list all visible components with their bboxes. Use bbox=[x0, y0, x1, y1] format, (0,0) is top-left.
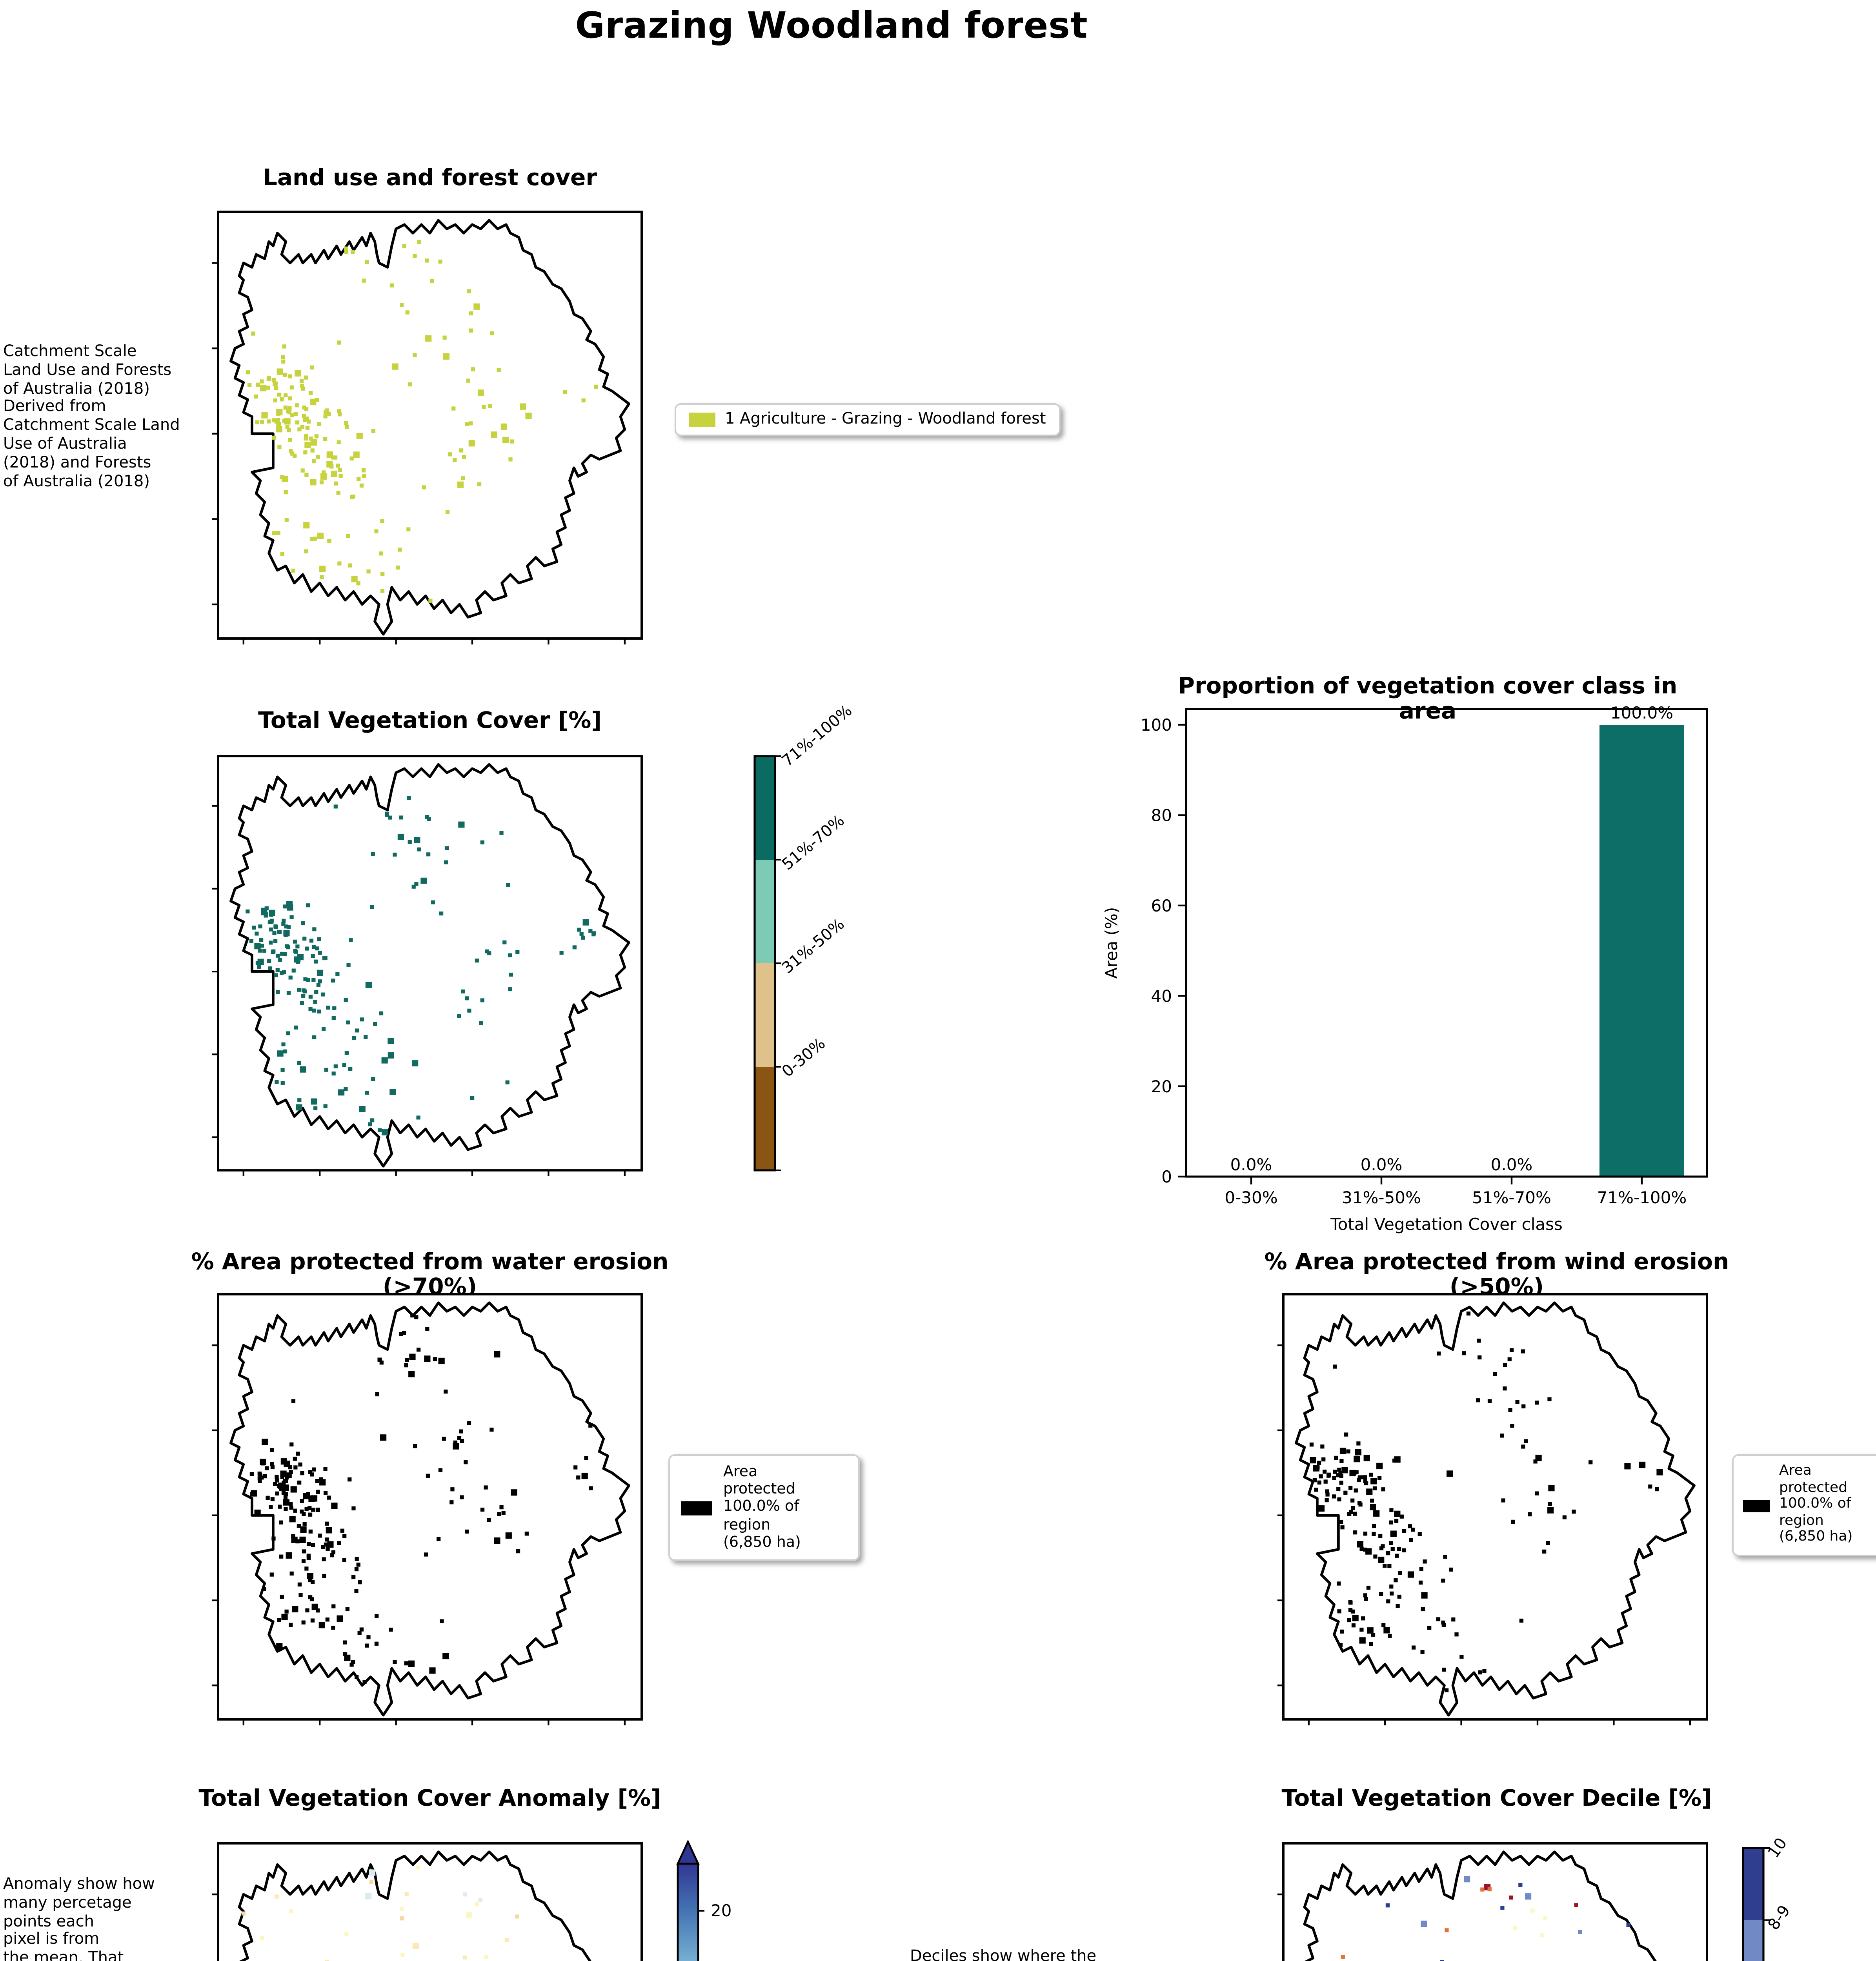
wind-legend-label: Area protected 100.0% of region (6,850 h… bbox=[1779, 1464, 1853, 1546]
water-legend: Area protected 100.0% of region (6,850 h… bbox=[668, 1454, 860, 1561]
decile-colorbar: 108-94-72-31 bbox=[1742, 1835, 1794, 1961]
svg-text:80: 80 bbox=[1151, 806, 1172, 825]
water-legend-swatch bbox=[681, 1501, 712, 1515]
water-erosion-map bbox=[212, 1293, 643, 1726]
svg-text:40: 40 bbox=[1151, 986, 1172, 1006]
svg-text:0-30%: 0-30% bbox=[779, 1035, 829, 1081]
svg-text:20: 20 bbox=[1151, 1077, 1172, 1096]
tvc-map bbox=[212, 755, 643, 1176]
svg-text:31%-50%: 31%-50% bbox=[1342, 1188, 1421, 1207]
decile-map-title: Total Vegetation Cover Decile [%] bbox=[1281, 1787, 1712, 1812]
tvc-map-title: Total Vegetation Cover [%] bbox=[258, 709, 602, 734]
wind-legend-swatch bbox=[1743, 1499, 1770, 1512]
proportion-chart-title: Proportion of vegetation cover class in … bbox=[1178, 675, 1678, 725]
landuse-map-title: Land use and forest cover bbox=[262, 166, 597, 191]
anomaly-colorbar: 20100−10−20 bbox=[676, 1839, 731, 1961]
svg-text:0.0%: 0.0% bbox=[1491, 1155, 1533, 1174]
water-legend-label: Area protected 100.0% of region (6,850 h… bbox=[723, 1464, 801, 1552]
svg-text:Total Vegetation Cover class: Total Vegetation Cover class bbox=[1330, 1215, 1563, 1234]
wind-legend: Area protected 100.0% of region (6,850 h… bbox=[1732, 1454, 1876, 1557]
anomaly-map bbox=[212, 1842, 643, 1961]
tvc-colorbar: 71%-100% 51%-70% 31%-50% 0-30% bbox=[753, 701, 855, 1172]
svg-text:10: 10 bbox=[1765, 1835, 1791, 1861]
svg-text:0-30%: 0-30% bbox=[1225, 1188, 1277, 1207]
anomaly-note: Anomaly show how many percetage points e… bbox=[3, 1876, 155, 1961]
landuse-legend: 1 Agriculture - Grazing - Woodland fores… bbox=[675, 403, 1060, 436]
svg-text:71%-100%: 71%-100% bbox=[779, 701, 855, 770]
wind-erosion-map bbox=[1277, 1293, 1708, 1726]
landuse-legend-swatch bbox=[689, 413, 715, 427]
water-map-title: % Area protected from water erosion (>70… bbox=[191, 1250, 669, 1301]
anomaly-map-title: Total Vegetation Cover Anomaly [%] bbox=[198, 1787, 661, 1812]
landuse-legend-label: 1 Agriculture - Grazing - Woodland fores… bbox=[725, 411, 1046, 428]
decile-note: Deciles show where the pixel value lies … bbox=[910, 1948, 1097, 1961]
landuse-map bbox=[212, 211, 643, 645]
wind-map-title: % Area protected from wind erosion (>50%… bbox=[1264, 1250, 1729, 1301]
svg-text:71%-100%: 71%-100% bbox=[1597, 1188, 1687, 1207]
svg-text:0: 0 bbox=[1161, 1167, 1172, 1186]
svg-text:31%-50%: 31%-50% bbox=[779, 915, 848, 977]
svg-text:60: 60 bbox=[1151, 896, 1172, 915]
svg-text:100.0%: 100.0% bbox=[1610, 703, 1673, 722]
page-title: Grazing Woodland forest bbox=[575, 6, 1088, 47]
decile-map bbox=[1277, 1842, 1708, 1961]
svg-text:51%-70%: 51%-70% bbox=[1472, 1188, 1551, 1207]
proportion-bar-chart: 0 20 40 60 80 100 0.0% 0-30% 0.0% 31%-50% 0.0% 51%-… bbox=[1102, 703, 1708, 1234]
svg-text:0.0%: 0.0% bbox=[1361, 1155, 1403, 1174]
svg-text:51%-70%: 51%-70% bbox=[779, 811, 848, 874]
svg-text:20: 20 bbox=[711, 1901, 731, 1920]
svg-text:8-9: 8-9 bbox=[1765, 1902, 1794, 1934]
svg-text:0.0%: 0.0% bbox=[1230, 1155, 1272, 1174]
svg-text:Area (%): Area (%) bbox=[1102, 907, 1121, 979]
svg-text:100: 100 bbox=[1141, 715, 1172, 735]
landuse-note: Catchment Scale Land Use and Forests of … bbox=[3, 344, 180, 491]
